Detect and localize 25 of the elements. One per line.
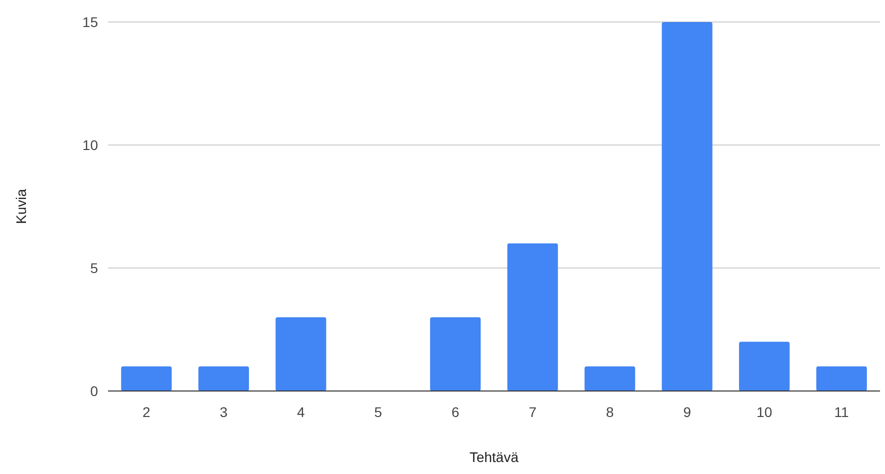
y-tick-label: 0 <box>90 382 98 399</box>
bar <box>198 366 249 391</box>
y-tick-label: 15 <box>82 14 98 30</box>
x-tick-label: 7 <box>528 404 537 420</box>
bar <box>507 243 558 391</box>
x-tick-label: 4 <box>297 404 306 420</box>
bar <box>430 317 481 391</box>
y-tick-label: 5 <box>90 260 98 276</box>
bar <box>584 366 636 391</box>
bar <box>739 342 790 391</box>
x-tick-label: 6 <box>451 404 460 420</box>
x-tick-label: 8 <box>606 404 614 420</box>
bar <box>662 22 712 391</box>
bar <box>816 366 867 391</box>
y-tick-label: 10 <box>82 136 98 153</box>
y-axis-title: Kuvia <box>13 188 29 224</box>
bar <box>121 366 172 391</box>
x-tick-label: 9 <box>683 404 692 420</box>
x-axis-title: Tehtävä <box>469 449 519 465</box>
x-tick-label: 2 <box>142 404 151 420</box>
x-tick-label: 11 <box>834 404 850 420</box>
x-tick-label: 10 <box>756 404 772 420</box>
bar <box>276 317 326 391</box>
x-tick-label: 5 <box>374 404 382 420</box>
x-tick-label: 3 <box>220 404 228 420</box>
